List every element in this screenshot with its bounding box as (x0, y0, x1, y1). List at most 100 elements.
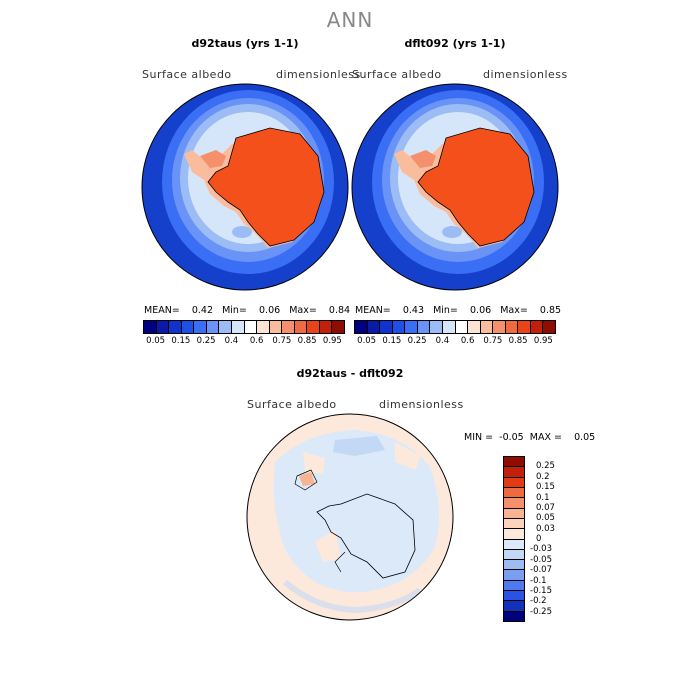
diff-colorbar-tick-label: 0.2 (536, 471, 550, 482)
diff-colorbar-swatch (504, 601, 524, 612)
panel1-polar-map (141, 83, 349, 291)
colorbar-swatch (380, 321, 393, 333)
colorbar-tick-label: 0.6 (460, 336, 475, 346)
diff-max-label: MAX = (529, 432, 562, 443)
diff-colorbar-tick-label: 0.07 (536, 502, 555, 513)
panel1-stats: MEAN= 0.42 Min= 0.06 Max= 0.84 (144, 305, 350, 316)
panel1-field-label: Surface albedo (142, 68, 232, 81)
panel2-min-label: Min= (433, 305, 458, 316)
diff-colorbar-swatch (504, 580, 524, 592)
diff-colorbar-swatch (504, 591, 524, 602)
panel1-max-label: Max= (289, 305, 317, 316)
colorbar-tick-label: 0.25 (196, 336, 216, 346)
panel2-units-label: dimensionless (483, 68, 568, 81)
diff-polar-map (246, 413, 454, 621)
colorbar-swatch (493, 321, 506, 333)
colorbar-swatch (269, 321, 283, 333)
colorbar-tick-label: 0.95 (322, 336, 342, 346)
diff-colorbar-ticks: 0.25 0.2 0.15 0.1 0.07 0.05 0.03 0 -0.03 -0.05 -0.… (530, 456, 580, 622)
panel2-mean-label: MEAN= (355, 305, 391, 316)
colorbar-tick-label: 0.75 (272, 336, 292, 346)
panel1-title: d92taus (yrs 1-1) (191, 37, 299, 50)
colorbar-swatch (332, 321, 344, 333)
colorbar-swatch (169, 321, 182, 333)
colorbar-swatch (417, 321, 431, 333)
colorbar-swatch (144, 321, 157, 333)
colorbar-swatch (257, 321, 270, 333)
colorbar-swatch (430, 321, 443, 333)
colorbar-tick-label: 0.95 (533, 336, 553, 346)
colorbar-swatch (181, 321, 195, 333)
colorbar-tick-label: 0.05 (357, 336, 377, 346)
diff-colorbar-tick-label: 0 (536, 534, 542, 544)
colorbar-swatch (543, 321, 555, 333)
colorbar-tick-label: 0.85 (508, 336, 528, 346)
diff-colorbar-swatch (504, 487, 524, 499)
panel1-mean-label: MEAN= (144, 305, 180, 316)
panel2-colorbar-ticks: 0.05 0.15 0.25 0.4 0.6 0.75 0.85 0.95 (354, 336, 556, 348)
diff-colorbar-tick-label: -0.05 (530, 554, 552, 565)
diff-units-label: dimensionless (379, 398, 464, 411)
panel1-max: 0.84 (328, 305, 351, 316)
colorbar-tick-label: 0.75 (483, 336, 503, 346)
colorbar-swatch (244, 321, 258, 333)
diff-colorbar (503, 456, 525, 622)
colorbar-swatch (194, 321, 207, 333)
diff-colorbar-swatch (504, 570, 524, 581)
diff-colorbar-swatch (504, 518, 524, 530)
diff-colorbar-swatch (504, 539, 524, 550)
diff-colorbar-swatch (504, 457, 524, 468)
colorbar-swatch (307, 321, 320, 333)
panel1-mean: 0.42 (191, 305, 214, 316)
colorbar-swatch (156, 321, 170, 333)
panel2-polar-map (351, 83, 559, 291)
diff-colorbar-tick-label: -0.07 (530, 565, 552, 576)
panel2-max: 0.85 (539, 305, 562, 316)
colorbar-tick-label: 0.05 (146, 336, 166, 346)
panel2-field-label: Surface albedo (352, 68, 442, 81)
colorbar-swatch (392, 321, 406, 333)
colorbar-swatch (319, 321, 333, 333)
panel1-colorbar (143, 320, 345, 334)
diff-colorbar-tick-label: 0.05 (536, 513, 555, 524)
colorbar-tick-label: 0.4 (224, 336, 239, 346)
colorbar-swatch (231, 321, 245, 333)
panel1-min-label: Min= (222, 305, 247, 316)
colorbar-swatch (294, 321, 308, 333)
colorbar-swatch (282, 321, 295, 333)
diff-colorbar-swatch (504, 611, 524, 621)
colorbar-swatch (405, 321, 418, 333)
diff-colorbar-tick-label: -0.15 (530, 585, 552, 596)
diff-panel-title: d92taus - dflt092 (296, 367, 404, 380)
panel1-colorbar-ticks: 0.05 0.15 0.25 0.4 0.6 0.75 0.85 0.95 (143, 336, 345, 348)
panel2-max-label: Max= (500, 305, 528, 316)
diff-field-label: Surface albedo (247, 398, 337, 411)
diff-colorbar-tick-label: 0.15 (536, 482, 555, 493)
panel2-title: dflt092 (yrs 1-1) (404, 37, 506, 50)
diff-colorbar-tick-label: 0.1 (536, 492, 550, 503)
colorbar-swatch (442, 321, 456, 333)
colorbar-tick-label: 0.25 (407, 336, 427, 346)
colorbar-swatch (219, 321, 232, 333)
diff-colorbar-tick-label: -0.25 (530, 606, 552, 617)
colorbar-tick-label: 0.15 (171, 336, 191, 346)
colorbar-swatch (505, 321, 519, 333)
diff-colorbar-swatch (504, 529, 524, 540)
colorbar-tick-label: 0.15 (382, 336, 402, 346)
diff-max: 0.05 (574, 432, 596, 443)
colorbar-tick-label: 0.85 (297, 336, 317, 346)
diff-stats: MIN = -0.05 MAX = 0.05 (464, 432, 595, 443)
panel2-colorbar (354, 320, 556, 334)
panel1-min: 0.06 (259, 305, 281, 316)
diff-colorbar-swatch (504, 508, 524, 519)
diff-min: -0.05 (499, 432, 524, 443)
diff-colorbar-tick-label: 0.25 (536, 461, 555, 472)
diff-colorbar-tick-label: -0.03 (530, 544, 552, 555)
main-title: ANN (326, 8, 374, 32)
diff-colorbar-swatch (504, 477, 524, 488)
colorbar-swatch (367, 321, 381, 333)
colorbar-swatch (518, 321, 531, 333)
colorbar-swatch (530, 321, 544, 333)
colorbar-swatch (480, 321, 494, 333)
colorbar-tick-label: 0.6 (249, 336, 264, 346)
